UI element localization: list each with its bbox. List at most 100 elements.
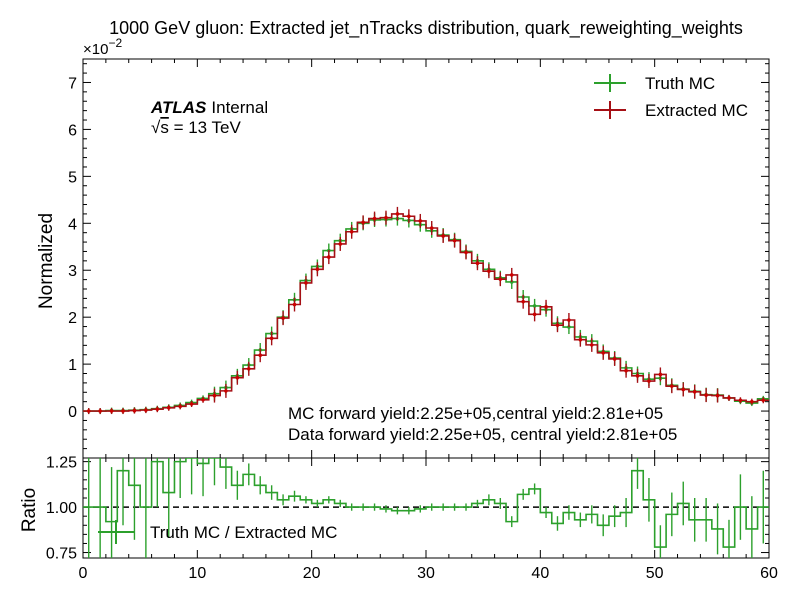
main-series-point-1 bbox=[98, 409, 102, 413]
x-tick-label: 30 bbox=[417, 565, 435, 582]
main-series-point-1 bbox=[315, 267, 320, 272]
main-series-step-1 bbox=[83, 213, 769, 412]
main-series-point-1 bbox=[349, 229, 354, 234]
main-series-point-1 bbox=[121, 409, 125, 413]
main-series-point-1 bbox=[235, 375, 240, 380]
ratio-legend: Truth MC / Extracted MC bbox=[98, 520, 337, 544]
main-series-point-1 bbox=[327, 255, 331, 259]
main-axis-ticks bbox=[82, 59, 770, 458]
main-series-point-1 bbox=[624, 368, 628, 373]
main-series-point-1 bbox=[86, 409, 91, 413]
main-series-point-1 bbox=[647, 379, 651, 383]
x-tick-label: 10 bbox=[188, 565, 206, 582]
legend-extracted-mc-text: Extracted MC bbox=[645, 101, 748, 120]
main-series-point-1 bbox=[224, 389, 228, 393]
x-tick-labels: 0 10 20 30 40 50 60 bbox=[79, 565, 778, 582]
main-y-tick-label: 7 bbox=[68, 75, 77, 92]
main-series-point-0 bbox=[509, 280, 514, 284]
main-series-point-1 bbox=[555, 323, 560, 327]
main-series-point-0 bbox=[532, 304, 537, 308]
main-series-point-1 bbox=[407, 214, 411, 219]
ratio-y-tick-labels: 0.75 1.00 1.25 bbox=[46, 455, 77, 563]
main-series-point-1 bbox=[487, 269, 491, 273]
main-series-point-1 bbox=[658, 372, 663, 377]
main-series-point-1 bbox=[372, 216, 377, 221]
main-series-point-1 bbox=[521, 299, 525, 304]
main-series-point-1 bbox=[418, 219, 423, 223]
main-series-point-1 bbox=[578, 337, 583, 342]
main-series-point-1 bbox=[189, 402, 194, 406]
y-scale-multiplier: ×10−2 bbox=[83, 36, 122, 58]
main-series-point-1 bbox=[750, 399, 754, 404]
main-y-axis-label: Normalized bbox=[36, 213, 57, 309]
main-series-point-1 bbox=[475, 261, 480, 265]
main-legend: Truth MC Extracted MC bbox=[594, 74, 748, 120]
main-series-point-1 bbox=[441, 234, 445, 238]
main-series-point-0 bbox=[567, 325, 571, 329]
main-y-tick-label: 4 bbox=[68, 216, 77, 233]
main-series-point-1 bbox=[155, 407, 160, 411]
mc-yield-annotation: MC forward yield:2.25e+05,central yield:… bbox=[288, 404, 663, 423]
main-series-point-1 bbox=[144, 408, 148, 412]
main-series-point-1 bbox=[761, 398, 766, 403]
x-tick-label: 0 bbox=[79, 565, 88, 582]
main-y-tick-label: 3 bbox=[68, 263, 77, 280]
energy-label: √s = 13 TeV bbox=[151, 118, 241, 137]
main-series-point-1 bbox=[635, 374, 640, 378]
ratio-series-group bbox=[83, 458, 769, 558]
main-y-tick-label: 1 bbox=[68, 357, 77, 374]
main-series-point-1 bbox=[166, 405, 171, 410]
legend-ratio-text: Truth MC / Extracted MC bbox=[150, 523, 337, 542]
main-series-point-1 bbox=[681, 387, 686, 392]
legend-truth-mc-text: Truth MC bbox=[645, 74, 715, 93]
main-series-point-1 bbox=[109, 409, 114, 413]
ratio-y-tick-label: 1.00 bbox=[46, 500, 77, 517]
main-series-point-1 bbox=[452, 238, 457, 243]
data-yield-annotation: Data forward yield:2.25e+05, central yie… bbox=[288, 425, 677, 444]
main-series-group bbox=[83, 206, 769, 415]
atlas-label: ATLAS Internal bbox=[150, 98, 268, 117]
main-series-point-1 bbox=[246, 367, 251, 371]
main-series-point-1 bbox=[212, 393, 217, 398]
x-tick-label: 40 bbox=[531, 565, 549, 582]
main-series-point-1 bbox=[384, 215, 388, 220]
main-y-tick-label: 0 bbox=[68, 404, 77, 421]
main-y-tick-labels: 0 1 2 3 4 5 6 7 bbox=[68, 75, 77, 421]
main-series-point-1 bbox=[178, 404, 182, 409]
main-series-point-1 bbox=[498, 277, 503, 281]
main-series-point-1 bbox=[429, 226, 434, 230]
main-series-point-1 bbox=[704, 393, 708, 397]
ratio-y-tick-label: 1.25 bbox=[46, 455, 77, 472]
main-series-point-1 bbox=[281, 316, 285, 320]
main-y-tick-label: 2 bbox=[68, 310, 77, 327]
main-series-point-1 bbox=[395, 212, 400, 216]
x-tick-label: 50 bbox=[646, 565, 664, 582]
x-tick-label: 20 bbox=[303, 565, 321, 582]
ratio-series-step bbox=[83, 458, 769, 548]
ratio-y-axis-label: Ratio bbox=[19, 488, 40, 532]
main-y-tick-label: 5 bbox=[68, 169, 77, 186]
main-series-point-1 bbox=[715, 393, 720, 398]
main-series-point-1 bbox=[201, 397, 205, 402]
main-series-point-1 bbox=[738, 398, 743, 403]
main-series-point-1 bbox=[292, 302, 297, 307]
main-series-point-1 bbox=[338, 242, 343, 246]
ratio-series-clip-group bbox=[83, 458, 769, 558]
main-series-point-1 bbox=[567, 318, 571, 322]
main-series-point-1 bbox=[692, 390, 697, 394]
main-series-point-1 bbox=[589, 343, 594, 347]
x-tick-label: 60 bbox=[760, 565, 778, 582]
main-series-point-1 bbox=[269, 336, 274, 341]
main-series-point-1 bbox=[532, 312, 537, 317]
main-y-tick-label: 6 bbox=[68, 122, 77, 139]
main-series-point-1 bbox=[361, 220, 365, 225]
main-series-point-1 bbox=[304, 281, 308, 285]
main-series-point-1 bbox=[612, 357, 617, 361]
main-series-point-1 bbox=[464, 250, 468, 255]
main-series-point-1 bbox=[670, 384, 674, 388]
main-series-point-1 bbox=[132, 408, 137, 413]
main-series-point-1 bbox=[258, 353, 263, 357]
main-series-point-1 bbox=[601, 351, 606, 355]
main-series-point-1 bbox=[509, 273, 514, 277]
